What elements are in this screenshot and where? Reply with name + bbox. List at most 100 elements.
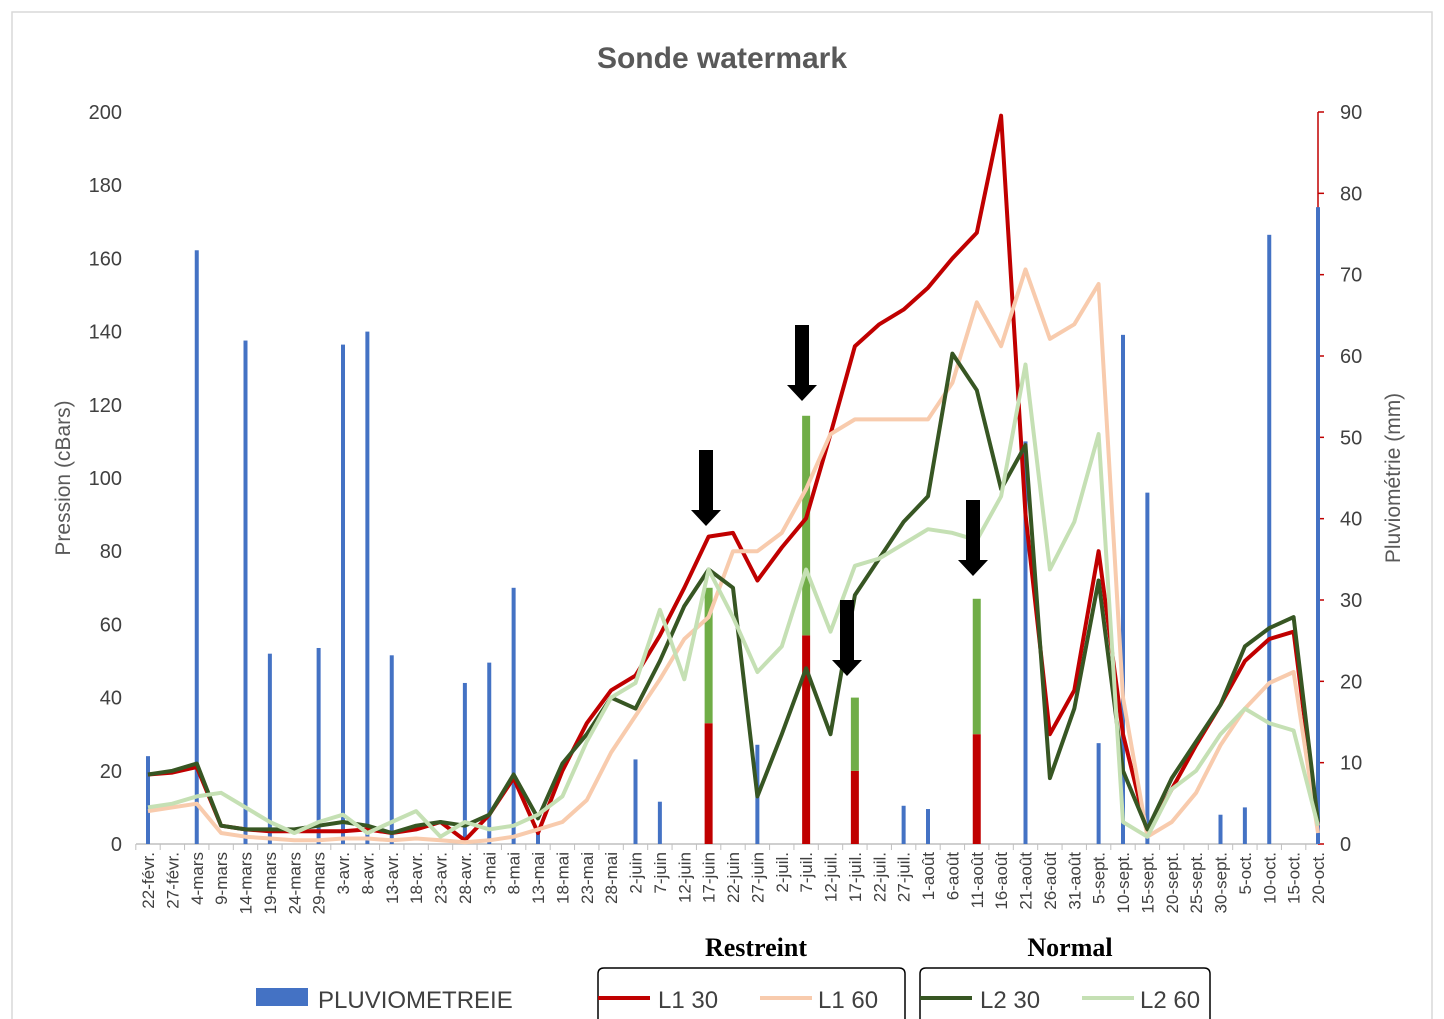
legend-label: L1 30 <box>658 987 718 1014</box>
chart-border <box>11 11 1433 1019</box>
bracket <box>597 967 906 1019</box>
line <box>147 351 1320 835</box>
x-tick-label: 9-mars <box>212 852 231 905</box>
x-tick-label: 12-juin <box>675 852 694 903</box>
x-tick-label: 17-juil. <box>846 852 865 902</box>
x-tick-label: 2-juil. <box>773 852 792 893</box>
x-tick-label: 13-mai <box>529 852 548 904</box>
x-tick-label: 6-août <box>943 852 962 900</box>
y2-tick-label: 20 <box>1340 671 1362 693</box>
x-tick-label: 27-juil. <box>895 852 914 902</box>
x-tick-label: 12-juil. <box>822 852 841 902</box>
bar <box>1145 492 1150 844</box>
x-tick-label: 16-août <box>992 852 1011 910</box>
bar <box>926 809 930 844</box>
legend-label: L1 60 <box>818 987 878 1014</box>
bar <box>243 340 248 844</box>
y2-tick-label: 60 <box>1340 346 1362 368</box>
y-tick-label: 20 <box>100 761 122 783</box>
line <box>147 267 1320 845</box>
y2-tick-label: 50 <box>1340 427 1362 449</box>
arrows <box>691 325 988 676</box>
bar <box>802 415 811 636</box>
x-tick-label: 15-oct. <box>1285 852 1304 904</box>
x-tick-label: 7-juil. <box>797 852 816 893</box>
y-tick-label: 100 <box>89 468 122 490</box>
bar <box>1121 334 1125 844</box>
x-tick-label: 23-mai <box>578 852 597 904</box>
bar <box>341 344 345 844</box>
bracket <box>919 967 1211 1019</box>
bar <box>462 682 467 844</box>
x-tick-label: 14-mars <box>237 852 256 914</box>
x-tick-label: 3-mai <box>480 852 499 895</box>
line <box>147 362 1320 839</box>
y-tick-label: 40 <box>100 688 122 710</box>
bar <box>194 250 199 844</box>
y2-tick-label: 0 <box>1340 834 1351 856</box>
bar <box>633 759 638 844</box>
x-tick-label: 5-sept. <box>1090 852 1109 904</box>
x-tick-label: 28-mai <box>602 852 621 904</box>
x-tick-label: 22-févr. <box>139 852 158 909</box>
y2-tick-label: 40 <box>1340 509 1362 531</box>
x-tick-label: 22-juil. <box>870 852 889 902</box>
bar <box>1316 207 1320 844</box>
x-tick-label: 20-oct. <box>1309 852 1328 904</box>
x-tick-label: 21-août <box>1017 852 1036 910</box>
y-tick-label: 200 <box>89 102 122 124</box>
y-tick-label: 120 <box>89 395 122 417</box>
bar <box>267 653 272 844</box>
x-tick-label: 13-avr. <box>383 852 402 904</box>
bar <box>704 587 713 724</box>
x-tick-label: 26-août <box>1041 852 1060 910</box>
x-tick-label: 8-mai <box>505 852 524 895</box>
legend-label: PLUVIOMETREIE <box>318 987 513 1014</box>
x-tick-label: 3-avr. <box>334 852 353 895</box>
bar <box>1218 814 1223 844</box>
chart-title: Sonde watermark <box>597 42 847 75</box>
annotation: Normal <box>1027 933 1112 962</box>
x-tick-label: 25-sept. <box>1187 852 1206 913</box>
y2-tick-label: 90 <box>1340 102 1362 124</box>
legend-label: L2 60 <box>1140 987 1200 1014</box>
y-tick-label: 80 <box>100 541 122 563</box>
y-tick-label: 160 <box>89 248 122 270</box>
x-tick-label: 27-févr. <box>163 852 182 909</box>
bar <box>389 655 394 844</box>
x-tick-label: 23-avr. <box>432 852 451 904</box>
x-tick-label: 31-août <box>1065 852 1084 910</box>
x-tick-label: 7-juin <box>651 852 670 894</box>
bar <box>1023 441 1028 844</box>
bar <box>536 831 540 844</box>
bar <box>850 697 859 771</box>
line <box>147 113 1320 843</box>
y-tick-label: 0 <box>111 834 122 856</box>
x-tick-label: 18-avr. <box>407 852 426 904</box>
y-axis-label: Pression (cBars) <box>52 400 75 555</box>
bar <box>802 635 811 844</box>
y2-tick-label: 70 <box>1340 265 1362 287</box>
bar <box>1242 807 1247 844</box>
bar <box>704 723 713 844</box>
arrow <box>787 325 817 401</box>
arrow <box>958 500 988 576</box>
x-tick-label: 29-mars <box>310 852 329 914</box>
x-tick-label: 18-mai <box>553 852 572 904</box>
x-tick-label: 27-juin <box>748 852 767 903</box>
x-tick-label: 22-juin <box>724 852 743 903</box>
y2-tick-label: 80 <box>1340 183 1362 205</box>
x-tick-label: 17-juin <box>700 852 719 903</box>
x-tick-label: 11-août <box>968 852 987 909</box>
bar <box>657 801 662 844</box>
x-tick-label: 5-oct. <box>1236 852 1255 895</box>
x-tick-label: 4-mars <box>188 852 207 905</box>
legend-label: L2 30 <box>980 987 1040 1014</box>
x-tick-label: 19-mars <box>261 852 280 914</box>
bar <box>901 805 906 844</box>
y2-tick-label: 10 <box>1340 753 1362 775</box>
x-tick-label: 10-oct. <box>1260 852 1279 904</box>
bar <box>487 662 492 844</box>
x-tick-label: 8-avr. <box>358 852 377 895</box>
